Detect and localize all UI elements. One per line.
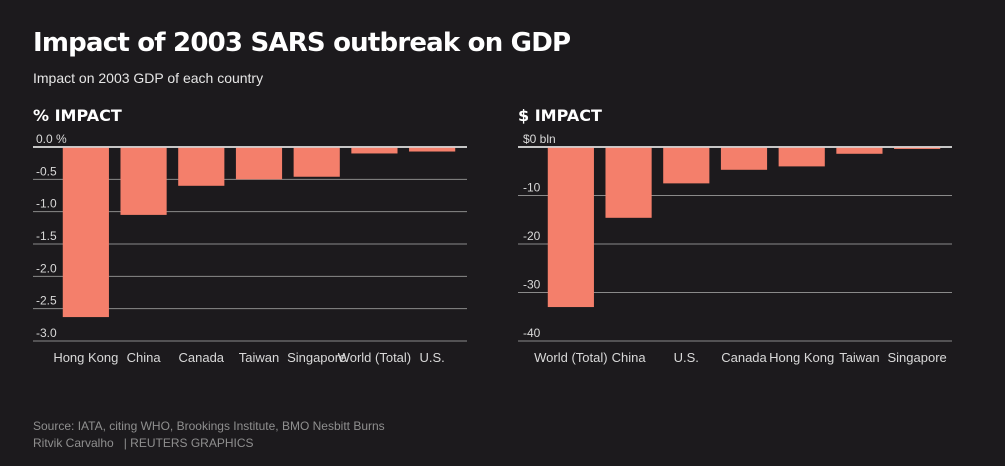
percent-category-label: Taiwan xyxy=(239,350,279,365)
percent-y-tick-label: 0.0 % xyxy=(36,132,67,146)
percent-category-label: Singapore xyxy=(287,350,346,365)
dollar-y-tick-label: -20 xyxy=(523,229,541,243)
percent-category-label: Canada xyxy=(179,350,225,365)
page-title: Impact of 2003 SARS outbreak on GDP xyxy=(33,28,571,58)
dollar-category-label: U.S. xyxy=(674,350,699,365)
percent-impact-title: % IMPACT xyxy=(33,106,122,125)
dollar-category-label: Canada xyxy=(721,350,767,365)
dollar-bar xyxy=(605,147,652,218)
percent-bar xyxy=(409,147,456,152)
percent-y-tick-label: -3.0 xyxy=(36,326,57,340)
percent-category-label: World (Total) xyxy=(338,350,411,365)
percent-y-tick-label: -2.0 xyxy=(36,261,57,275)
percent-category-label: China xyxy=(127,350,162,365)
percent-bar xyxy=(351,147,398,154)
dollar-y-tick-label: -30 xyxy=(523,278,541,292)
percent-bar xyxy=(120,147,167,215)
percent-bar xyxy=(293,147,340,177)
percent-bar xyxy=(62,147,109,318)
percent-y-tick-label: -2.5 xyxy=(36,294,57,308)
percent-category-label: U.S. xyxy=(419,350,444,365)
percent-category-label: Hong Kong xyxy=(53,350,118,365)
dollar-bar xyxy=(663,147,710,184)
dollar-category-label: China xyxy=(612,350,647,365)
dollar-impact-title: $ IMPACT xyxy=(518,106,602,125)
agency-name: | REUTERS GRAPHICS xyxy=(123,436,254,450)
percent-bar xyxy=(178,147,225,186)
percent-y-tick-label: -0.5 xyxy=(36,164,57,178)
dollar-bar xyxy=(894,147,941,149)
percent-y-tick-label: -1.0 xyxy=(36,197,57,211)
dollar-y-tick-label: -10 xyxy=(523,181,541,195)
dollar-bar xyxy=(720,147,768,170)
dollar-bar xyxy=(778,147,825,167)
author-name: Ritvik Carvalho xyxy=(33,436,114,450)
dollar-y-tick-label: $0 bln xyxy=(523,132,556,146)
dollar-category-label: Taiwan xyxy=(839,350,879,365)
page-subtitle: Impact on 2003 GDP of each country xyxy=(33,70,264,86)
dollar-bar xyxy=(547,147,594,308)
credit-line: Ritvik Carvalho | REUTERS GRAPHICS xyxy=(33,436,254,450)
dollar-category-label: Hong Kong xyxy=(769,350,834,365)
dollar-category-label: Singapore xyxy=(888,350,947,365)
dollar-bar xyxy=(836,147,883,154)
source-note: Source: IATA, citing WHO, Brookings Inst… xyxy=(33,419,385,433)
percent-bar xyxy=(235,147,283,180)
dollar-category-label: World (Total) xyxy=(534,350,607,365)
dollar-y-tick-label: -40 xyxy=(523,326,541,340)
percent-y-tick-label: -1.5 xyxy=(36,229,57,243)
